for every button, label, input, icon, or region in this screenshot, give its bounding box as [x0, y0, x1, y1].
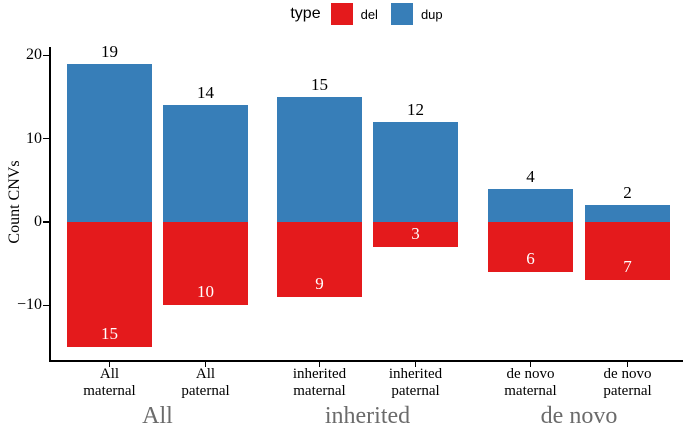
x-tick: [414, 361, 417, 367]
x-tick: [318, 361, 321, 367]
y-axis-line: [49, 47, 51, 362]
dup-count-label: 2: [623, 183, 632, 203]
y-tick: [43, 54, 49, 57]
x-tick: [108, 361, 111, 367]
x-category-label: inherited maternal: [265, 366, 375, 400]
x-tick: [626, 361, 629, 367]
del-count-label: 10: [197, 282, 214, 302]
x-category-label-line: All: [195, 366, 216, 382]
bar-segment-del: [585, 222, 670, 281]
x-category-label-line: maternal: [293, 383, 346, 399]
x-category-label: inherited paternal: [361, 366, 471, 400]
bar-segment-dup: [488, 188, 573, 222]
x-category-label: All paternal: [151, 366, 261, 400]
x-category-label-line: paternal: [181, 383, 230, 399]
legend-label-dup: dup: [420, 6, 443, 22]
dup-count-label: 4: [526, 166, 535, 186]
x-category-label-line: de novo: [506, 366, 555, 382]
y-tick: [43, 221, 49, 223]
bar-segment-dup: [163, 105, 248, 222]
bar-segment-dup: [277, 97, 362, 222]
bar-segment-dup: [585, 205, 670, 222]
x-category-label: de novo paternal: [573, 366, 683, 400]
y-tick-label: 20: [26, 46, 42, 64]
bar-segment-del: [67, 222, 152, 347]
del-count-label: 9: [315, 273, 324, 293]
legend-title: type: [290, 5, 321, 22]
bar-segment-del: [373, 222, 458, 247]
x-axis-line: [49, 360, 683, 362]
x-tick: [204, 361, 207, 367]
del-count-label: 3: [411, 223, 420, 243]
del-count-label: 7: [623, 257, 632, 277]
x-category-label-line: inherited: [292, 366, 347, 382]
dup-count-label: 12: [407, 100, 424, 120]
x-category-label-line: paternal: [391, 383, 440, 399]
legend-swatch-del-icon: [330, 3, 353, 25]
x-tick: [529, 361, 532, 367]
y-tick-label: 10: [26, 129, 42, 147]
y-axis-label: Count CNVs: [6, 160, 23, 244]
bar-segment-del: [277, 222, 362, 297]
legend-label-del: del: [360, 6, 378, 22]
legend-swatch-dup-icon: [390, 3, 413, 25]
x-category-label-line: inherited: [388, 366, 443, 382]
x-category-label-line: de novo: [603, 366, 652, 382]
x-category-label: de novo maternal: [476, 366, 586, 400]
x-category-label-line: paternal: [603, 383, 652, 399]
y-tick: [43, 137, 49, 140]
group-label: de novo: [540, 403, 618, 429]
dup-count-label: 14: [197, 83, 214, 103]
x-category-label-line: maternal: [83, 383, 136, 399]
group-label: All: [142, 403, 173, 429]
legend: type del dup: [50, 2, 683, 26]
y-tick-label: −10: [16, 296, 42, 314]
bar-segment-del: [488, 222, 573, 272]
x-category-label: All maternal: [55, 366, 165, 400]
bar-segment-dup: [67, 63, 152, 222]
x-category-label-line: maternal: [504, 383, 557, 399]
group-label: inherited: [324, 403, 411, 429]
x-category-label-line: All: [99, 366, 120, 382]
dup-count-label: 19: [101, 41, 118, 61]
del-count-label: 15: [101, 323, 118, 343]
y-tick-label: 0: [34, 213, 42, 230]
bar-segment-del: [163, 222, 248, 306]
del-count-label: 6: [526, 248, 535, 268]
y-tick: [43, 304, 49, 307]
bar-segment-dup: [373, 122, 458, 222]
dup-count-label: 15: [311, 75, 328, 95]
